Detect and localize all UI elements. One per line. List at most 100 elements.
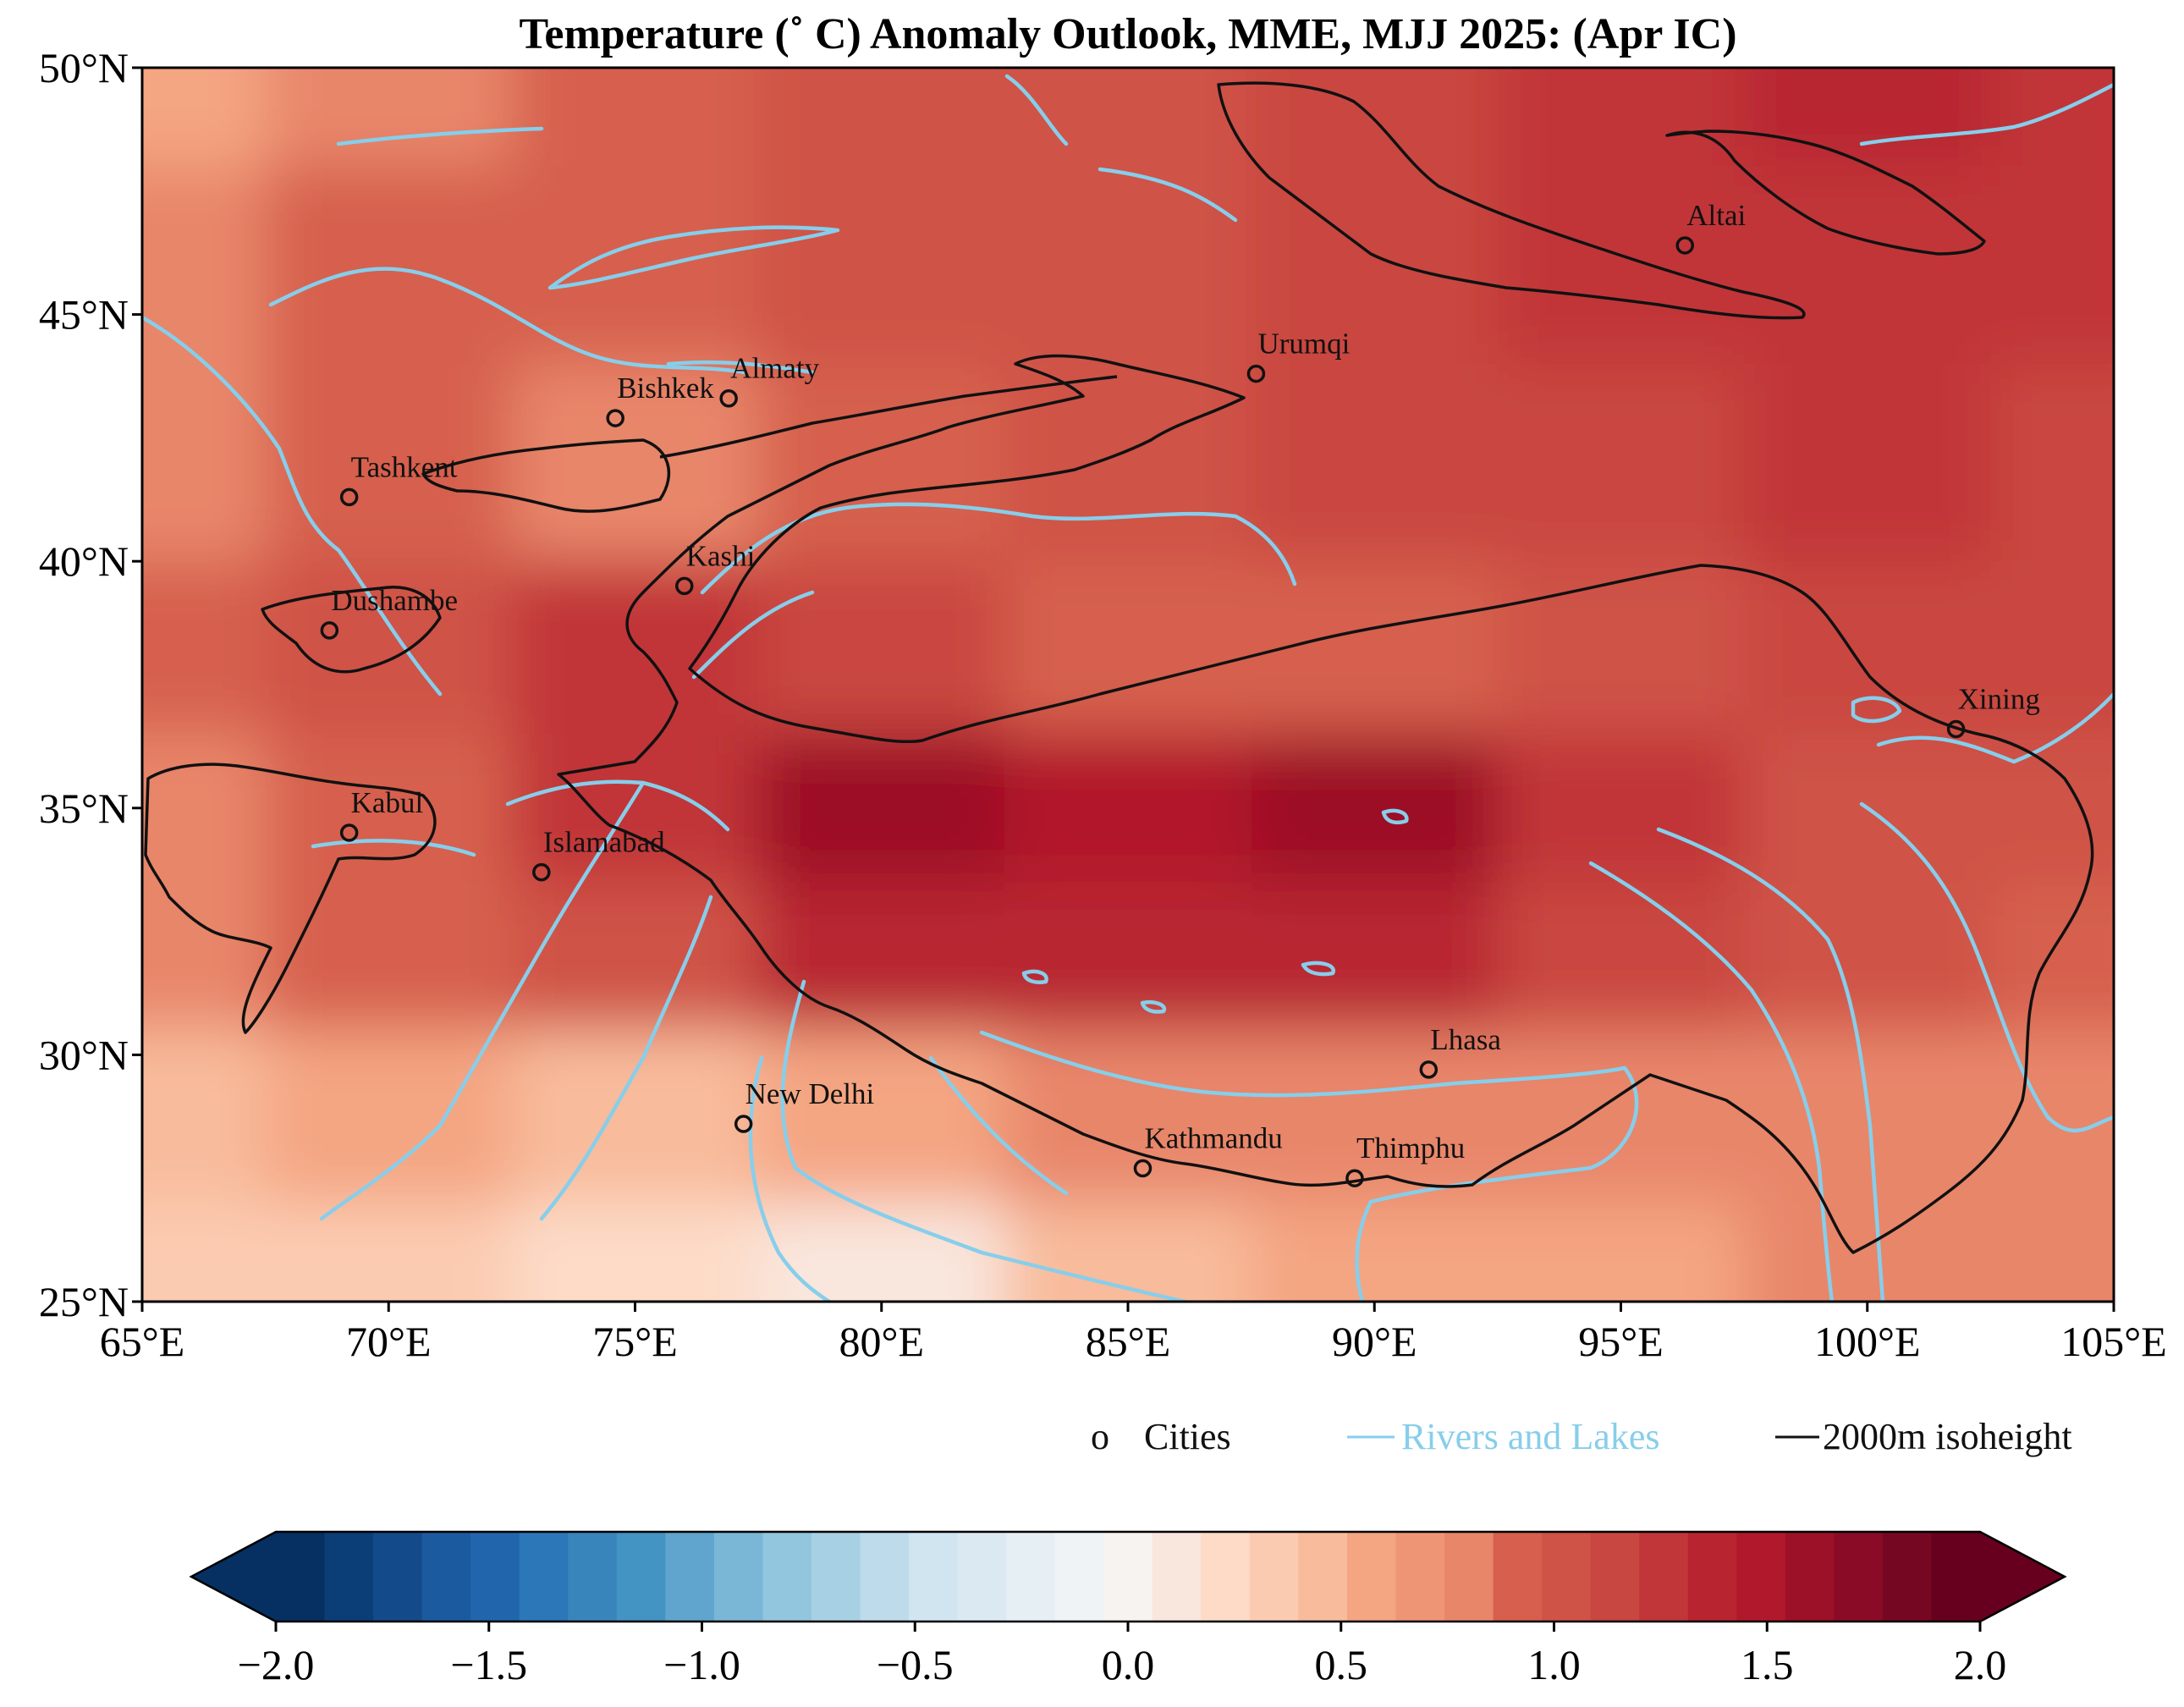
anomaly-cell	[1497, 166, 1746, 365]
anomaly-cell	[758, 1203, 1006, 1302]
anomaly-cell	[1004, 561, 1252, 735]
city-marker	[675, 576, 694, 596]
anomaly-cell	[511, 166, 760, 365]
y-tick-label: 35°N	[39, 785, 129, 832]
colorbar-segment	[811, 1532, 861, 1622]
y-tick-label: 40°N	[39, 537, 129, 585]
river-brahmaputra-lower	[1355, 1065, 1639, 1302]
city-marker	[1246, 364, 1266, 383]
colorbar-tick-label: 0.5	[1315, 1641, 1368, 1688]
x-tick-label: 75°E	[592, 1318, 678, 1365]
isoheight-hindukush	[144, 763, 437, 1034]
colorbar-under-arrow	[191, 1532, 276, 1622]
temperature-anomaly-field	[142, 68, 2114, 1302]
anomaly-cell	[1497, 363, 1746, 563]
colorbar-segment	[373, 1532, 423, 1622]
anomaly-cell	[511, 363, 760, 563]
river-ob	[1859, 82, 2114, 146]
anomaly-cell	[1497, 68, 1746, 168]
anomaly-cell	[1990, 1203, 2114, 1302]
anomaly-cell	[511, 882, 760, 1032]
colorbar-segment	[1346, 1532, 1397, 1622]
lake-tibet-1	[1021, 969, 1048, 984]
river-north-2	[1004, 74, 1069, 146]
river-tarim	[700, 502, 1297, 595]
anomaly-cell	[758, 68, 1006, 168]
city-marker	[1946, 719, 1966, 739]
river-north-1	[336, 126, 544, 146]
city-label: Altai	[1686, 199, 1746, 232]
colorbar-segment	[1785, 1532, 1835, 1622]
colorbar-segment	[1054, 1532, 1105, 1622]
x-tick-label: 105°E	[2060, 1318, 2167, 1365]
anomaly-cell	[265, 561, 513, 735]
anomaly-cell	[758, 166, 1006, 365]
anomaly-cell	[1744, 882, 1992, 1032]
colorbar-segment	[1006, 1532, 1056, 1622]
colorbar-segment	[1931, 1532, 1981, 1622]
anomaly-cell	[511, 561, 760, 735]
colorbar-segment	[616, 1532, 667, 1622]
city-marker	[1133, 1159, 1153, 1178]
colorbar-tick-label: −1.0	[663, 1641, 740, 1688]
anomaly-cell	[1497, 561, 1746, 735]
lake-tibet-2	[1140, 1000, 1167, 1014]
anomaly-cell	[265, 1203, 513, 1302]
legend-rivers-label: Rivers and Lakes	[1401, 1416, 1659, 1457]
map-legend: o Cities Rivers and Lakes 2000m isoheigh…	[1091, 1416, 2072, 1457]
colorbar-segment	[665, 1532, 715, 1622]
x-tick-label: 85°E	[1086, 1318, 1171, 1365]
latitude-axis: 25°N 30°N 35°N 40°N 45°N 50°N	[39, 44, 142, 1325]
y-tick-label: 50°N	[39, 44, 129, 91]
x-tick-label: 70°E	[346, 1318, 432, 1365]
y-tick-label: 25°N	[39, 1278, 129, 1325]
city-label: Urumqi	[1257, 328, 1350, 361]
legend-isoheight-label: 2000m isoheight	[1823, 1416, 2072, 1457]
colorbar-segment	[957, 1532, 1007, 1622]
city-label: Kashi	[686, 539, 756, 572]
city-label: Thimphu	[1356, 1132, 1465, 1165]
city-marker	[1419, 1060, 1439, 1079]
colorbar-segment	[713, 1532, 764, 1622]
lake-qinghai	[1851, 696, 1902, 724]
x-tick-label: 95°E	[1578, 1318, 1664, 1365]
colorbar-tick-label: 0.0	[1102, 1641, 1155, 1688]
anomaly-cell	[1990, 882, 2114, 1032]
city-marker	[1675, 236, 1694, 255]
y-tick-label: 45°N	[39, 291, 129, 339]
city-label: New Delhi	[745, 1077, 875, 1110]
map-title: Temperature (˚ C) Anomaly Outlook, MME, …	[519, 10, 1736, 58]
anomaly-cell	[1251, 882, 1499, 1032]
legend-cities-marker: o	[1091, 1416, 1109, 1457]
anomaly-cell	[1251, 166, 1499, 365]
x-tick-label: 80°E	[839, 1318, 924, 1365]
anomaly-cell	[511, 734, 760, 884]
anomaly-cell	[1497, 1203, 1746, 1302]
colorbar-segment	[519, 1532, 569, 1622]
anomaly-cell	[142, 1030, 267, 1204]
anomaly-cell	[1744, 166, 1992, 365]
city-marker	[1345, 1169, 1364, 1187]
river-amu-darya	[142, 315, 443, 697]
colorbar-segment	[1444, 1532, 1494, 1622]
colorbar-segment	[1542, 1532, 1592, 1622]
anomaly-cell	[1004, 882, 1252, 1032]
y-tick-label: 30°N	[39, 1031, 129, 1078]
colorbar-segment	[1687, 1532, 1738, 1622]
anomaly-cell	[265, 166, 513, 365]
isoheight-kyrgyz	[421, 438, 670, 513]
river-ili	[666, 360, 815, 375]
city-marker	[339, 823, 359, 842]
colorbar-segment	[324, 1532, 374, 1622]
river-ganges	[780, 979, 1187, 1302]
river-indus	[319, 780, 646, 1221]
anomaly-cell	[1251, 734, 1499, 884]
river-salween	[1588, 861, 1835, 1302]
anomaly-cell	[142, 68, 267, 168]
anomaly-cell	[1004, 363, 1252, 563]
city-marker	[320, 621, 339, 640]
anomaly-cell	[758, 882, 1006, 1032]
river-yamuna	[748, 1055, 832, 1302]
anomaly-cell	[1990, 1030, 2114, 1204]
city-label: Xining	[1958, 682, 2040, 715]
